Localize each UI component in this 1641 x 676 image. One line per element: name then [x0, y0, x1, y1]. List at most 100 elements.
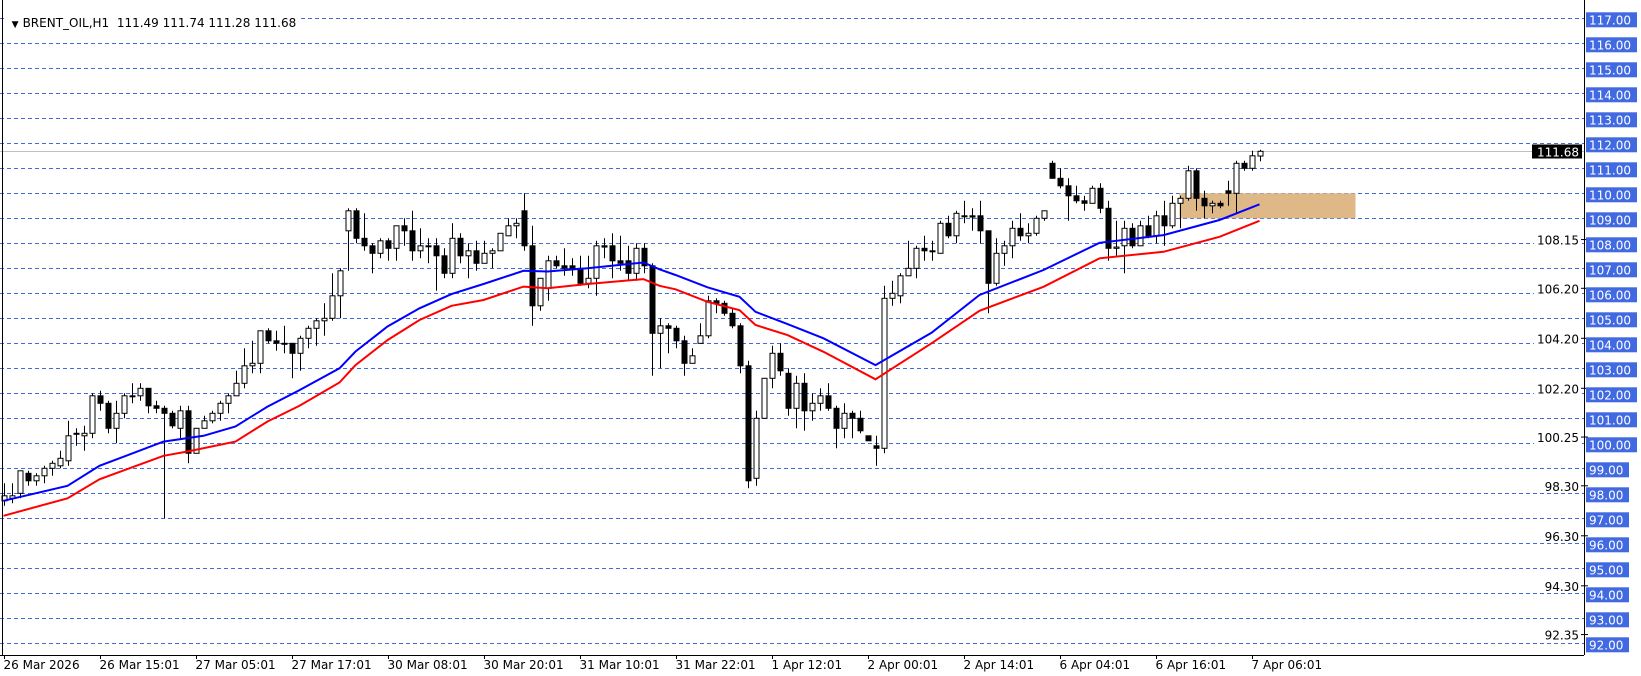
candle-body-bull — [321, 317, 328, 322]
price-tick-label: 102.00 — [1589, 388, 1631, 402]
price-label-box — [1586, 562, 1629, 578]
price-label-box — [1586, 312, 1637, 328]
candle — [473, 240, 480, 271]
candle — [521, 193, 528, 251]
candle-body-bull — [889, 292, 896, 299]
candle-body-bull — [129, 395, 136, 398]
price-label-box — [1586, 137, 1637, 153]
candle — [577, 255, 584, 286]
candle — [401, 218, 408, 246]
candle-body-bear — [385, 240, 392, 249]
candle-body-bull — [761, 377, 768, 419]
candle-body-bear — [777, 352, 784, 372]
candle-body-bear — [1097, 187, 1104, 209]
candle — [1233, 160, 1240, 214]
price-minor-tick-label: 96.30 — [1545, 530, 1579, 544]
candle-body-bull — [329, 295, 336, 319]
candle-body-bull — [697, 335, 704, 344]
time-tick-label: 27 Mar 17:01 — [292, 658, 372, 672]
candle-body-bull — [193, 427, 200, 454]
price-tick-label: 111.00 — [1589, 163, 1631, 177]
price-label-box — [1586, 112, 1637, 128]
price-tick-label: 99.00 — [1589, 463, 1623, 477]
candle-body-bear — [409, 230, 416, 252]
candle — [849, 410, 856, 439]
candle-body-bear — [1057, 177, 1064, 187]
candle — [345, 208, 352, 271]
candle — [489, 248, 496, 269]
candle — [1001, 240, 1008, 266]
candle — [985, 230, 992, 314]
price-tick-label: 113.00 — [1589, 113, 1631, 127]
candle — [161, 405, 168, 519]
candle-body-bear — [153, 405, 160, 409]
candle — [745, 360, 752, 489]
candle — [681, 335, 688, 376]
candle-body-bull — [417, 245, 424, 252]
candle — [305, 325, 312, 349]
candle — [121, 393, 128, 419]
candle-body-bull — [1121, 227, 1128, 247]
price-tick-label: 112.00 — [1589, 138, 1631, 152]
candle-body-bear — [25, 472, 32, 482]
time-axis-area — [0, 655, 1641, 676]
candle — [113, 400, 120, 444]
candle-body-bull — [489, 250, 496, 254]
triangle-down-icon[interactable]: ▼ — [11, 20, 19, 30]
candle-body-bull — [113, 412, 120, 429]
candle — [201, 415, 208, 429]
candle — [153, 400, 160, 414]
candle-body-bull — [937, 222, 944, 254]
candle — [441, 248, 448, 279]
candle — [841, 403, 848, 439]
candle — [297, 335, 304, 371]
candle — [1201, 190, 1208, 219]
candle — [425, 238, 432, 264]
price-label-box — [1586, 462, 1629, 478]
candle-body-bull — [593, 245, 600, 279]
candle — [1009, 220, 1016, 259]
price-minor-tick-label: 94.30 — [1545, 580, 1579, 594]
candle — [1033, 215, 1040, 236]
candle — [657, 318, 664, 369]
chart-title: ▼ BRENT_OIL,H1 111.49 111.74 111.28 111.6… — [4, 2, 301, 30]
candle — [377, 238, 384, 259]
price-minor-tick-label: 98.30 — [1545, 480, 1579, 494]
candle-body-bull — [281, 342, 288, 345]
candle — [537, 277, 544, 311]
candle-body-bull — [17, 470, 24, 494]
candle — [361, 213, 368, 251]
candle-body-bull — [897, 275, 904, 297]
candle-body-bull — [377, 240, 384, 254]
candle-body-bear — [433, 245, 440, 257]
candle — [1217, 200, 1224, 209]
price-zone-rectangle — [1179, 193, 1356, 219]
candle — [433, 238, 440, 291]
candle-body-bear — [977, 215, 984, 232]
price-minor-tick-label-bg — [1534, 528, 1580, 543]
candle — [353, 208, 360, 244]
price-tick-label: 110.00 — [1589, 188, 1631, 202]
candle — [25, 470, 32, 486]
candle-body-bull — [905, 267, 912, 277]
candle — [1105, 200, 1112, 261]
candle — [857, 410, 864, 434]
time-tick-label: 31 Mar 22:01 — [676, 658, 756, 672]
price-label-box — [1586, 287, 1637, 303]
price-minor-tick-label: 106.20 — [1537, 282, 1579, 296]
candle-body-bear — [1129, 227, 1136, 247]
price-label-box — [1586, 62, 1637, 78]
price-minor-tick-label-bg — [1534, 232, 1580, 247]
candle — [241, 348, 248, 389]
candle-body-bull — [337, 270, 344, 297]
candle-body-bear — [561, 265, 568, 269]
candle-body-bear — [1017, 227, 1024, 237]
candle — [769, 345, 776, 389]
candle-body-bear — [1049, 162, 1056, 179]
candle — [1089, 185, 1096, 204]
candle — [817, 388, 824, 411]
candle-body-bull — [1089, 187, 1096, 204]
candle — [1073, 185, 1080, 204]
candle-body-bear — [353, 210, 360, 239]
